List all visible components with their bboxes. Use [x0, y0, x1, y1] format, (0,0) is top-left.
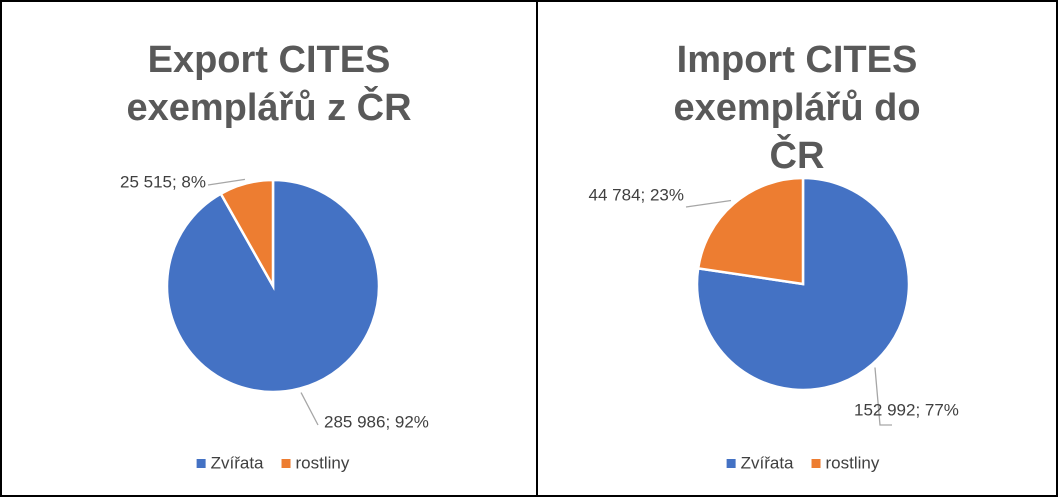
chart-panel: 152 992; 77% 44 784; 23% Zvířata rostliny I… [536, 0, 1058, 497]
leader-line [207, 178, 246, 186]
chart-title: Export CITES exemplářů z ČR [126, 39, 412, 129]
legend-swatch [811, 459, 821, 468]
legend-label: Zvířata [211, 453, 264, 472]
data-label: 152 992; 77% [854, 400, 959, 419]
chart: 285 986; 92% 25 515; 8% Zvířata rostliny [120, 172, 429, 472]
pie-slice [695, 176, 911, 392]
leader-line [874, 367, 892, 426]
leader-line [685, 199, 732, 208]
pie-slice [696, 176, 805, 286]
data-label: 44 784; 23% [589, 185, 684, 204]
leader-line [300, 392, 319, 426]
legend-swatch [196, 459, 206, 468]
legend-label: Zvířata [741, 453, 794, 472]
legend-label: rostliny [826, 453, 880, 472]
pie-slice [219, 178, 275, 291]
data-label: 25 515; 8% [120, 172, 206, 191]
chart-panel: 285 986; 92% 25 515; 8% Zvířata rostliny Ex… [0, 0, 538, 497]
chart-title: Import CITES exemplářů do ČR [673, 39, 921, 177]
chart: 152 992; 77% 44 784; 23% Zvířata rostliny [589, 176, 959, 472]
legend-label: rostliny [296, 453, 350, 472]
legend-swatch [281, 459, 291, 468]
data-label: 285 986; 92% [324, 412, 429, 431]
legend-swatch [726, 459, 736, 468]
